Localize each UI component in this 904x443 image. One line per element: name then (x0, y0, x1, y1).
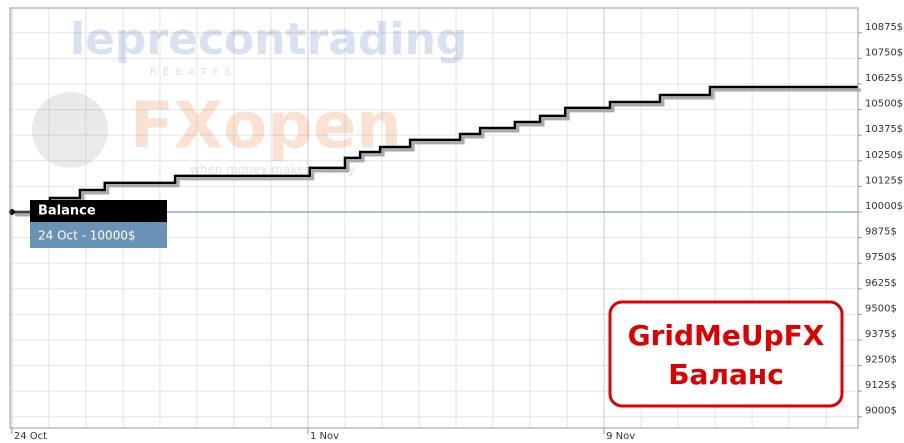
badge: GridMeUpFX Баланс (608, 300, 844, 408)
badge-title: GridMeUpFX (628, 319, 825, 352)
y-tick-label: 10375$ (865, 124, 903, 135)
y-tick-label: 10500$ (865, 99, 903, 110)
x-tick-label: 24 Oct (14, 431, 47, 442)
y-tick-label: 9250$ (865, 355, 897, 366)
y-tick-label: 10000$ (865, 201, 903, 212)
watermark-brand: leprecontrading (70, 14, 467, 65)
y-tick-label: 10875$ (865, 22, 903, 33)
watermark: leprecontrading REBATES FXopen when mone… (32, 14, 467, 177)
tooltip-header (30, 200, 167, 222)
watermark-sub: REBATES (150, 67, 237, 78)
y-tick-label: 10250$ (865, 150, 903, 161)
tooltip-title: Balance (38, 204, 96, 219)
y-tick-label: 10125$ (865, 175, 903, 186)
line (11, 85, 858, 214)
watermark-brand: FXopen (130, 90, 402, 164)
y-tick-label: 10625$ (865, 73, 903, 84)
tooltip-body (30, 222, 167, 248)
y-tick-label: 9125$ (865, 380, 897, 391)
y-tick-label: 9625$ (865, 278, 897, 289)
x-tick-label: 1 Nov (310, 431, 339, 442)
badge-subtitle: Баланс (668, 358, 784, 391)
y-tick-label: 9500$ (865, 303, 897, 314)
y-tick-label: 9375$ (865, 329, 897, 340)
line-shadow (14, 88, 861, 217)
y-tick-label: 9875$ (865, 227, 897, 238)
tooltip: Balance 24 Oct - 10000$ (30, 200, 167, 248)
watermark-logo (32, 92, 108, 168)
y-tick-label: 10750$ (865, 47, 903, 58)
plot-frame (9, 7, 859, 429)
y-tick-label: 9750$ (865, 252, 897, 263)
y-tick-label: 9000$ (865, 406, 897, 417)
x-tick-label: 9 Nov (606, 431, 635, 442)
tooltip-text: 24 Oct - 10000$ (38, 229, 136, 243)
badge-box (608, 300, 844, 408)
